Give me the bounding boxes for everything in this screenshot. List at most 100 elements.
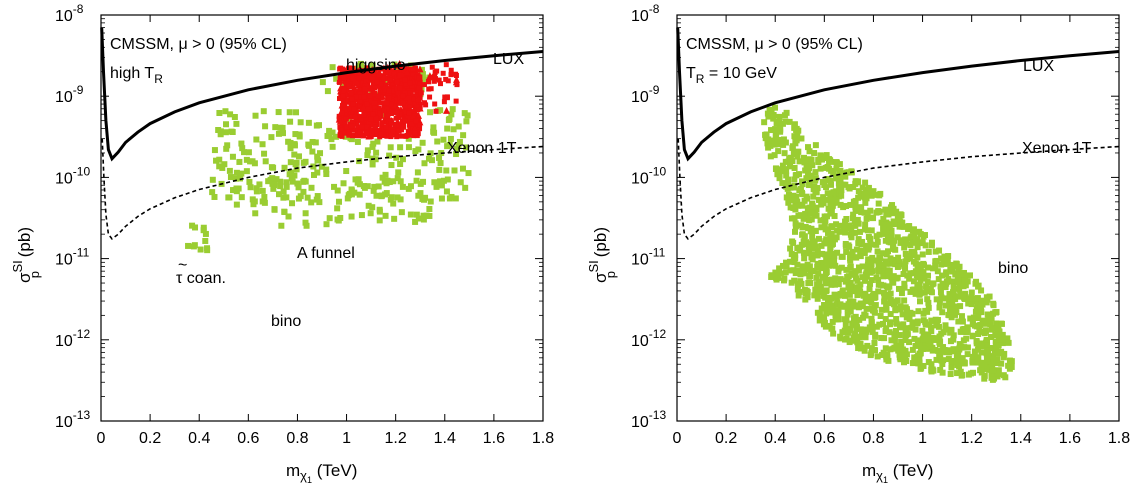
bino-point [983,337,990,344]
higgsino-point [388,111,394,117]
bino-point [978,287,985,294]
bino-point [899,311,906,318]
bino-point [896,332,903,339]
right-lux-label: LUX [1023,58,1054,75]
bino-point [937,354,944,361]
bino-point [333,75,340,82]
higgsino-point [370,111,376,117]
bino-point [294,180,301,187]
higgsino-point [371,103,377,109]
bino-point [817,217,824,224]
bino-point [886,300,893,307]
bino-point [811,243,818,250]
y-tick-label: 10-11 [631,246,666,269]
bino-point [397,161,404,168]
bino-point [293,109,300,116]
bino-point [245,149,252,156]
bino-point [785,180,792,187]
bino-point [329,143,336,150]
bino-point [864,342,871,349]
bino-point [928,328,935,335]
bino-point [826,252,833,259]
higgsino-point [442,94,448,100]
higgsino-point [344,87,350,93]
bino-point [883,303,890,310]
y-tick-label: 10-8 [631,2,660,25]
bino-point [365,202,372,209]
bino-point [852,333,859,340]
bino-point [819,265,826,272]
left-bino-label: bino [271,313,301,330]
bino-point [878,262,885,269]
higgsino-point [403,68,411,76]
bino-point [798,135,805,142]
bino-point [883,325,890,332]
higgsino-point [358,116,364,122]
bino-point [329,64,336,71]
higgsino-point [386,88,392,94]
bino-point [947,306,954,313]
higgsino-point [443,62,449,68]
bino-point [906,253,913,260]
bino-point [893,316,900,323]
higgsino-point [350,65,356,71]
bino-point [833,301,840,308]
bino-point [265,178,272,185]
bino-point [869,268,876,275]
bino-point [922,242,929,249]
x-tick-label: 1 [918,430,927,447]
higgsino-point [356,75,362,81]
bino-point [819,156,826,163]
bino-point [422,194,429,201]
bino-point [348,191,355,198]
higgsino-point [369,132,375,138]
bino-point [935,276,942,283]
higgsino-point [350,126,356,132]
bino-point [970,314,977,321]
bino-point [387,196,394,203]
bino-point [390,178,397,185]
bino-point [914,264,921,271]
bino-point [897,306,904,313]
bino-point [855,188,862,195]
bino-point [964,327,971,334]
bino-point [950,283,957,290]
higgsino-point [390,129,396,135]
bino-point [901,262,908,269]
higgsino-point [394,110,400,116]
bino-point [885,357,892,364]
bino-point [859,238,866,245]
bino-point [323,221,330,228]
bino-point [261,150,268,157]
bino-point [895,254,902,261]
bino-point [822,287,829,294]
higgsino-point [372,83,378,89]
bino-point [799,202,806,209]
bino-point [884,284,891,291]
bino-point [975,309,982,316]
higgsino-point [376,105,382,111]
bino-point [356,191,363,198]
x-tick-label: 1.2 [385,430,407,447]
higgsino-point [389,98,395,104]
bino-point [840,302,847,309]
bino-point [791,215,798,222]
bino-point [420,76,427,83]
bino-point [800,238,807,245]
bino-point [426,205,433,212]
higgsino-point [340,68,346,74]
higgsino-point [353,88,359,94]
y-tick-label: 10-13 [631,408,666,431]
bino-point [900,270,907,277]
bino-point [828,204,835,211]
bino-point [942,295,949,302]
bino-point [774,141,781,148]
higgsino-point [346,83,352,89]
left-afunnel-label: A funnel [297,245,355,262]
bino-point [292,131,299,138]
bino-point [819,273,826,280]
bino-point [822,304,829,311]
bino-point [785,191,792,198]
higgsino-point [416,85,422,91]
bino-point [903,253,910,260]
